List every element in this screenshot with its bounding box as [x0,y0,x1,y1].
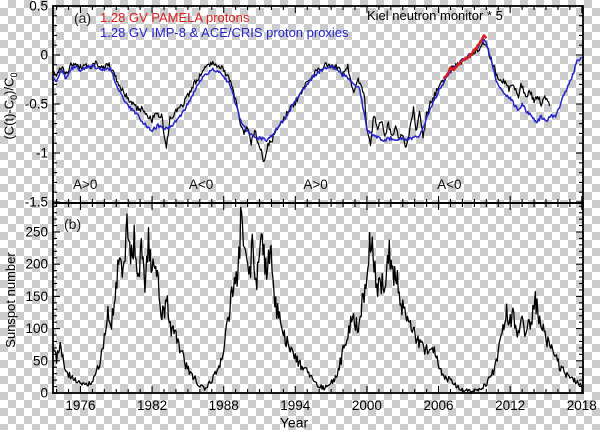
proton-proxies-line [53,38,582,143]
y-axis-tick-label: -0.5 [25,97,48,112]
pamela-line [442,34,488,80]
x-axis-tick-label: 2018 [567,398,597,413]
legend-proxies: 1.28 GV IMP-8 & ACE/CRIS proton proxies [100,25,349,40]
polarity-annotation: A>0 [303,177,327,192]
y-axis-tick-label: 250 [25,224,48,239]
panel-b-plot: 1976 1982 1988 1994 2000 2006 2012 2018 0 50 100 15… [25,202,597,413]
panel-a-tag: (a) [74,10,92,26]
polarity-annotation: A<0 [189,177,213,192]
y-axis-tick-label: 200 [25,257,48,272]
y-axis-label-sub: 0 [9,94,20,100]
panel-a-y-axis-label: (C(t)-C0)/C0 [1,72,20,140]
x-axis-tick-label: 1988 [209,398,239,413]
x-axis-tick-label: 2012 [495,398,525,413]
y-axis-tick-label: 0 [40,386,48,401]
sunspot-line [53,206,583,393]
y-axis-tick-label: 0 [40,48,48,63]
polarity-annotation: A>0 [73,177,97,192]
y-axis-label-text: )/C [1,77,17,95]
y-axis-tick-label: 150 [25,289,48,304]
kiel-neutron-monitor-line [53,41,551,163]
y-axis-label-text: (C(t)-C [1,99,17,140]
legend-kiel: Kiel neutron monitor * 5 [367,8,503,23]
x-axis-tick-label: 1994 [280,398,311,413]
y-axis-tick-label: 0.5 [29,0,48,14]
panel-a-plot: 0.5 0 -0.5 -1 -1.5 A>0 A<0 A>0 A<0 [25,0,584,210]
panel-b-frame [52,202,584,394]
y-axis-tick-label: -1 [36,146,48,161]
y-axis-tick-label: 100 [25,321,48,336]
panel-b-y-axis-label: Sunspot number [3,252,19,348]
y-axis-label-sub: 0 [9,72,20,78]
panel-b-tag: (b) [64,216,82,232]
x-axis-tick-label: 2000 [352,398,382,413]
y-axis-tick-label: -1.5 [25,195,48,210]
legend-pamela: 1.28 GV PAMELA protons [100,10,250,25]
polarity-annotation: A<0 [437,177,461,192]
x-axis-tick-label: 2006 [424,398,454,413]
y-axis-tick-label: 50 [33,353,48,368]
x-axis-tick-label: 1982 [137,398,167,413]
x-axis-tick-label: 1976 [65,398,95,413]
x-axis-label: Year [279,414,309,430]
